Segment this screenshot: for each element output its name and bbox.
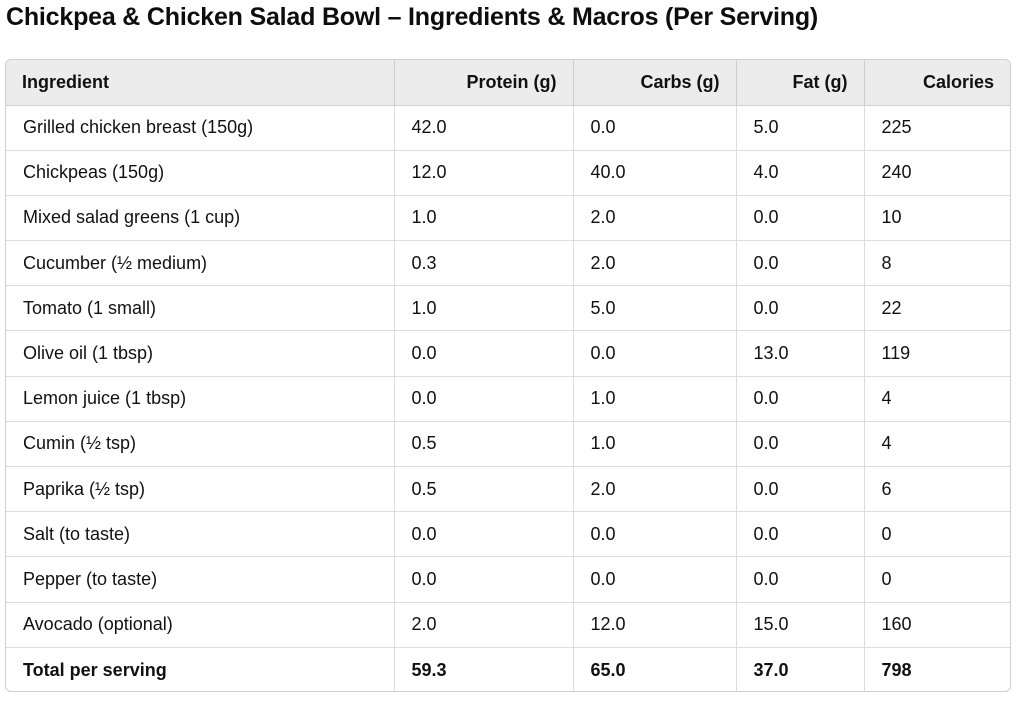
header-calories: Calories — [864, 60, 1010, 106]
ingredient-cell: Tomato (1 small) — [6, 285, 395, 332]
protein-cell: 59.3 — [394, 647, 574, 691]
table-row: Olive oil (1 tbsp) 0.0 0.0 13.0 119 — [6, 330, 1010, 377]
carbs-cell: 0.0 — [573, 556, 737, 603]
ingredient-cell: Pepper (to taste) — [6, 556, 395, 603]
calories-cell: 160 — [864, 602, 1010, 648]
header-ingredient: Ingredient — [6, 60, 395, 106]
protein-cell: 0.5 — [394, 421, 574, 468]
ingredient-cell: Grilled chicken breast (150g) — [6, 105, 395, 151]
calories-cell: 0 — [864, 556, 1010, 603]
protein-cell: 1.0 — [394, 285, 574, 332]
fat-cell: 0.0 — [736, 421, 865, 468]
calories-cell: 119 — [864, 330, 1010, 377]
ingredient-cell: Avocado (optional) — [6, 602, 395, 648]
table-row: Cumin (½ tsp) 0.5 1.0 0.0 4 — [6, 421, 1010, 468]
ingredient-cell: Olive oil (1 tbsp) — [6, 330, 395, 377]
protein-cell: 0.0 — [394, 556, 574, 603]
protein-cell: 2.0 — [394, 602, 574, 648]
calories-cell: 240 — [864, 150, 1010, 196]
fat-cell: 4.0 — [736, 150, 865, 196]
ingredient-cell: Cucumber (½ medium) — [6, 240, 395, 287]
fat-cell: 37.0 — [736, 647, 865, 691]
protein-cell: 12.0 — [394, 150, 574, 196]
table-row: Salt (to taste) 0.0 0.0 0.0 0 — [6, 511, 1010, 558]
calories-cell: 10 — [864, 195, 1010, 242]
ingredient-cell: Total per serving — [6, 647, 395, 691]
protein-cell: 0.0 — [394, 376, 574, 422]
ingredient-cell: Chickpeas (150g) — [6, 150, 395, 196]
macros-table: Ingredient Protein (g) Carbs (g) Fat (g)… — [6, 60, 1010, 691]
ingredient-cell: Mixed salad greens (1 cup) — [6, 195, 395, 242]
calories-cell: 225 — [864, 105, 1010, 151]
macros-table-container: Ingredient Protein (g) Carbs (g) Fat (g)… — [5, 59, 1011, 692]
ingredient-cell: Paprika (½ tsp) — [6, 466, 395, 513]
calories-cell: 4 — [864, 421, 1010, 468]
ingredient-cell: Cumin (½ tsp) — [6, 421, 395, 468]
protein-cell: 42.0 — [394, 105, 574, 151]
fat-cell: 0.0 — [736, 195, 865, 242]
protein-cell: 0.3 — [394, 240, 574, 287]
fat-cell: 0.0 — [736, 556, 865, 603]
fat-cell: 0.0 — [736, 240, 865, 287]
table-row: Lemon juice (1 tbsp) 0.0 1.0 0.0 4 — [6, 376, 1010, 422]
carbs-cell: 2.0 — [573, 195, 737, 242]
carbs-cell: 5.0 — [573, 285, 737, 332]
fat-cell: 5.0 — [736, 105, 865, 151]
header-fat: Fat (g) — [736, 60, 865, 106]
fat-cell: 15.0 — [736, 602, 865, 648]
protein-cell: 1.0 — [394, 195, 574, 242]
carbs-cell: 0.0 — [573, 105, 737, 151]
carbs-cell: 2.0 — [573, 466, 737, 513]
carbs-cell: 40.0 — [573, 150, 737, 196]
fat-cell: 13.0 — [736, 330, 865, 377]
carbs-cell: 1.0 — [573, 376, 737, 422]
ingredient-cell: Salt (to taste) — [6, 511, 395, 558]
protein-cell: 0.5 — [394, 466, 574, 513]
total-row: Total per serving 59.3 65.0 37.0 798 — [6, 647, 1010, 691]
header-carbs: Carbs (g) — [573, 60, 737, 106]
table-row: Cucumber (½ medium) 0.3 2.0 0.0 8 — [6, 240, 1010, 287]
carbs-cell: 65.0 — [573, 647, 737, 691]
carbs-cell: 2.0 — [573, 240, 737, 287]
carbs-cell: 1.0 — [573, 421, 737, 468]
calories-cell: 6 — [864, 466, 1010, 513]
table-row: Mixed salad greens (1 cup) 1.0 2.0 0.0 10 — [6, 195, 1010, 242]
table-body: Grilled chicken breast (150g) 42.0 0.0 5.0 2… — [6, 105, 1010, 691]
table-row: Paprika (½ tsp) 0.5 2.0 0.0 6 — [6, 466, 1010, 513]
carbs-cell: 0.0 — [573, 330, 737, 377]
table-row: Avocado (optional) 2.0 12.0 15.0 160 — [6, 602, 1010, 648]
table-row: Tomato (1 small) 1.0 5.0 0.0 22 — [6, 285, 1010, 332]
carbs-cell: 12.0 — [573, 602, 737, 648]
protein-cell: 0.0 — [394, 511, 574, 558]
carbs-cell: 0.0 — [573, 511, 737, 558]
header-protein: Protein (g) — [394, 60, 574, 106]
table-row: Pepper (to taste) 0.0 0.0 0.0 0 — [6, 556, 1010, 603]
page-title: Chickpea & Chicken Salad Bowl – Ingredie… — [6, 3, 819, 31]
protein-cell: 0.0 — [394, 330, 574, 377]
table-header-row: Ingredient Protein (g) Carbs (g) Fat (g)… — [6, 60, 1010, 106]
fat-cell: 0.0 — [736, 376, 865, 422]
table-row: Grilled chicken breast (150g) 42.0 0.0 5.0 2… — [6, 105, 1010, 151]
calories-cell: 798 — [881, 659, 912, 680]
fat-cell: 0.0 — [736, 511, 865, 558]
table-row: Chickpeas (150g) 12.0 40.0 4.0 240 — [6, 150, 1010, 196]
fat-cell: 0.0 — [736, 466, 865, 513]
calories-cell: 8 — [864, 240, 1010, 287]
ingredient-cell: Lemon juice (1 tbsp) — [6, 376, 395, 422]
calories-cell: 0 — [864, 511, 1010, 558]
calories-cell: 22 — [864, 285, 1010, 332]
fat-cell: 0.0 — [736, 285, 865, 332]
calories-cell: 4 — [864, 376, 1010, 422]
